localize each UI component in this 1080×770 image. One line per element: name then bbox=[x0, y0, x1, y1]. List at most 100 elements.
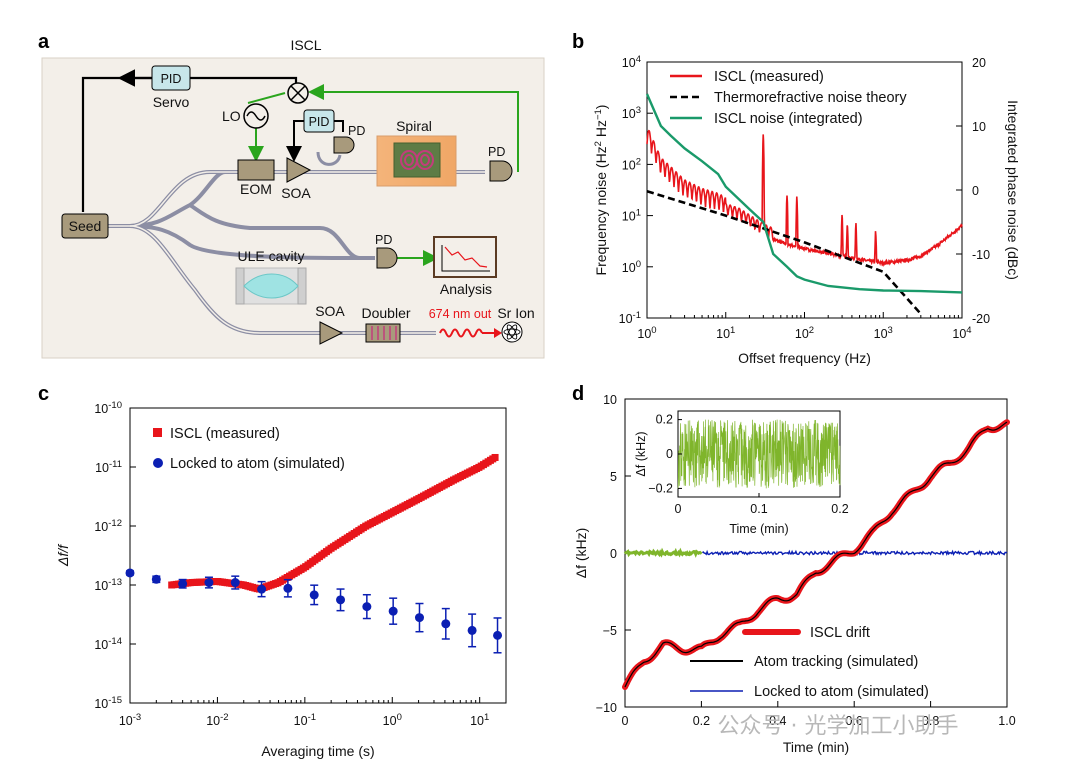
point-locked-atom bbox=[441, 619, 451, 629]
analysis-box bbox=[433, 236, 497, 278]
x-tick-label-d: 0 bbox=[622, 714, 629, 728]
point-locked-atom bbox=[125, 568, 135, 578]
y2-tick-label-b: 20 bbox=[972, 56, 986, 70]
series-integrated-noise-line bbox=[645, 93, 963, 294]
analysis-label: Analysis bbox=[440, 281, 492, 297]
point-locked-atom bbox=[204, 578, 214, 588]
legend-swatch-c bbox=[153, 428, 162, 437]
series-iscl-measured-line bbox=[646, 129, 963, 267]
x-axis-label-b: Offset frequency (Hz) bbox=[738, 350, 871, 366]
y-tick-label-d: −10 bbox=[596, 701, 617, 715]
eom-label: EOM bbox=[240, 181, 272, 197]
x-tick-label-b: 102 bbox=[795, 325, 814, 341]
series-thermorefractive-line bbox=[646, 189, 922, 315]
legend-label-d: ISCL drift bbox=[810, 625, 870, 641]
panel-label-d: d bbox=[572, 383, 584, 405]
legend-label-b: Thermorefractive noise theory bbox=[714, 90, 907, 106]
cavity-mode-icon bbox=[243, 273, 299, 299]
point-locked-atom bbox=[178, 579, 188, 589]
series-locked-atom-green-segment bbox=[623, 547, 703, 558]
point-iscl-measured bbox=[491, 453, 499, 461]
inset-x-axis-label: Time (min) bbox=[729, 522, 788, 536]
point-locked-atom bbox=[414, 613, 424, 623]
pd-feedback-line bbox=[308, 84, 519, 172]
legend-label-b: ISCL noise (integrated) bbox=[714, 111, 863, 127]
inset-y-axis-label: Δf (kHz) bbox=[634, 431, 648, 476]
schematic-background bbox=[41, 57, 545, 359]
soa-2-icon bbox=[319, 321, 344, 345]
inset-y-tick-label: −0.2 bbox=[648, 481, 673, 495]
photodetector-1-icon bbox=[333, 136, 355, 154]
x-tick-label-c: 10-1 bbox=[294, 712, 316, 728]
panel-label-a: a bbox=[38, 31, 50, 53]
y-tick-label-b: 104 bbox=[622, 54, 641, 70]
point-locked-atom bbox=[257, 584, 267, 594]
y-tick-label-c: 10-15 bbox=[94, 695, 122, 711]
inset-noise-line bbox=[677, 419, 841, 489]
y-tick-label-d: 10 bbox=[603, 393, 617, 407]
point-locked-atom bbox=[230, 578, 240, 588]
y2-tick-label-b: -20 bbox=[972, 312, 990, 326]
sr-ion-label: Sr Ion bbox=[497, 305, 534, 321]
y-tick-label-c: 10-13 bbox=[94, 577, 122, 593]
inset-y-tick-label: 0 bbox=[666, 447, 673, 461]
x-axis-label-c: Averaging time (s) bbox=[261, 743, 374, 759]
x-tick-label-d: 1.0 bbox=[998, 714, 1015, 728]
inset-x-tick-label: 0.2 bbox=[831, 502, 848, 516]
analysis-plot-icon bbox=[444, 246, 488, 268]
y-tick-label-c: 10-11 bbox=[95, 459, 122, 475]
watermark-text: 公众号 · 光学加工小助手 bbox=[718, 714, 959, 739]
series-atom-tracking-line bbox=[624, 421, 1008, 688]
inset-y-tick-label: 0.2 bbox=[656, 413, 673, 427]
schematic-title: ISCL bbox=[290, 37, 321, 53]
point-locked-atom bbox=[362, 602, 372, 612]
lo-to-mixer-line bbox=[247, 92, 286, 104]
y2-axis-label-b: Integrated phase noise (dBc) bbox=[1005, 100, 1021, 280]
point-locked-atom bbox=[336, 595, 346, 605]
sr-ion-atom-icon bbox=[501, 321, 523, 343]
seed-laser-box bbox=[61, 213, 109, 239]
x-tick-label-c: 10-3 bbox=[119, 712, 141, 728]
y-tick-label-b: 103 bbox=[622, 105, 641, 121]
spiral-icon bbox=[400, 150, 434, 170]
pid-soa-label: PID bbox=[309, 115, 330, 129]
legend-label-c: ISCL (measured) bbox=[170, 426, 280, 442]
y-tick-label-d: 0 bbox=[610, 547, 617, 561]
ule-label: ULE cavity bbox=[238, 248, 305, 264]
y-tick-label-d: 5 bbox=[610, 470, 617, 484]
y-tick-label-b: 102 bbox=[622, 156, 641, 172]
soa1-label: SOA bbox=[281, 185, 311, 201]
inset-x-tick-label: 0.1 bbox=[750, 502, 767, 516]
servo-label: Servo bbox=[153, 94, 190, 110]
chart-c: 10-3 10-2 10-1 100 101 10-10 10-11 10-12 10-13 10… bbox=[55, 400, 507, 759]
y-tick-label-c: 10-10 bbox=[94, 400, 122, 416]
point-locked-atom bbox=[283, 583, 293, 593]
legend-label-c: Locked to atom (simulated) bbox=[170, 456, 345, 472]
y-axis-label-c: Δf/f bbox=[55, 543, 71, 567]
x-tick-label-c: 10-2 bbox=[206, 712, 228, 728]
x-tick-label-b: 104 bbox=[952, 325, 971, 341]
doubler-label: Doubler bbox=[361, 305, 410, 321]
panel-label-b: b bbox=[572, 31, 584, 53]
soa2-label: SOA bbox=[315, 303, 345, 319]
x-tick-label-b: 103 bbox=[874, 325, 893, 341]
pd1-label: PD bbox=[348, 124, 365, 138]
x-tick-label-c: 101 bbox=[470, 712, 489, 728]
plot-frame-c bbox=[129, 407, 507, 704]
chart-d: 0 0.2 0.4 0.6 0.8 1.0 10 5 0 −5 −10 Time (min) Δf (k… bbox=[573, 393, 1016, 755]
y2-tick-label-b: 0 bbox=[972, 184, 979, 198]
soa-1-icon bbox=[286, 157, 312, 183]
lo-label: LO bbox=[222, 108, 241, 124]
pid-soa-box bbox=[303, 109, 335, 133]
pd3-label: PD bbox=[375, 233, 392, 247]
fiber-paths-inner bbox=[108, 171, 485, 334]
point-locked-atom bbox=[151, 574, 161, 584]
x-tick-label-d: 0.8 bbox=[922, 714, 939, 728]
output-wave-icon bbox=[439, 328, 483, 338]
y-axis-label-b: Frequency noise (Hz2 Hz−1) bbox=[593, 105, 609, 276]
y-tick-label-c: 10-12 bbox=[94, 518, 122, 534]
y-tick-label-c: 10-14 bbox=[94, 636, 122, 652]
y-tick-label-b: 100 bbox=[622, 259, 641, 275]
spiral-label: Spiral bbox=[396, 118, 432, 134]
